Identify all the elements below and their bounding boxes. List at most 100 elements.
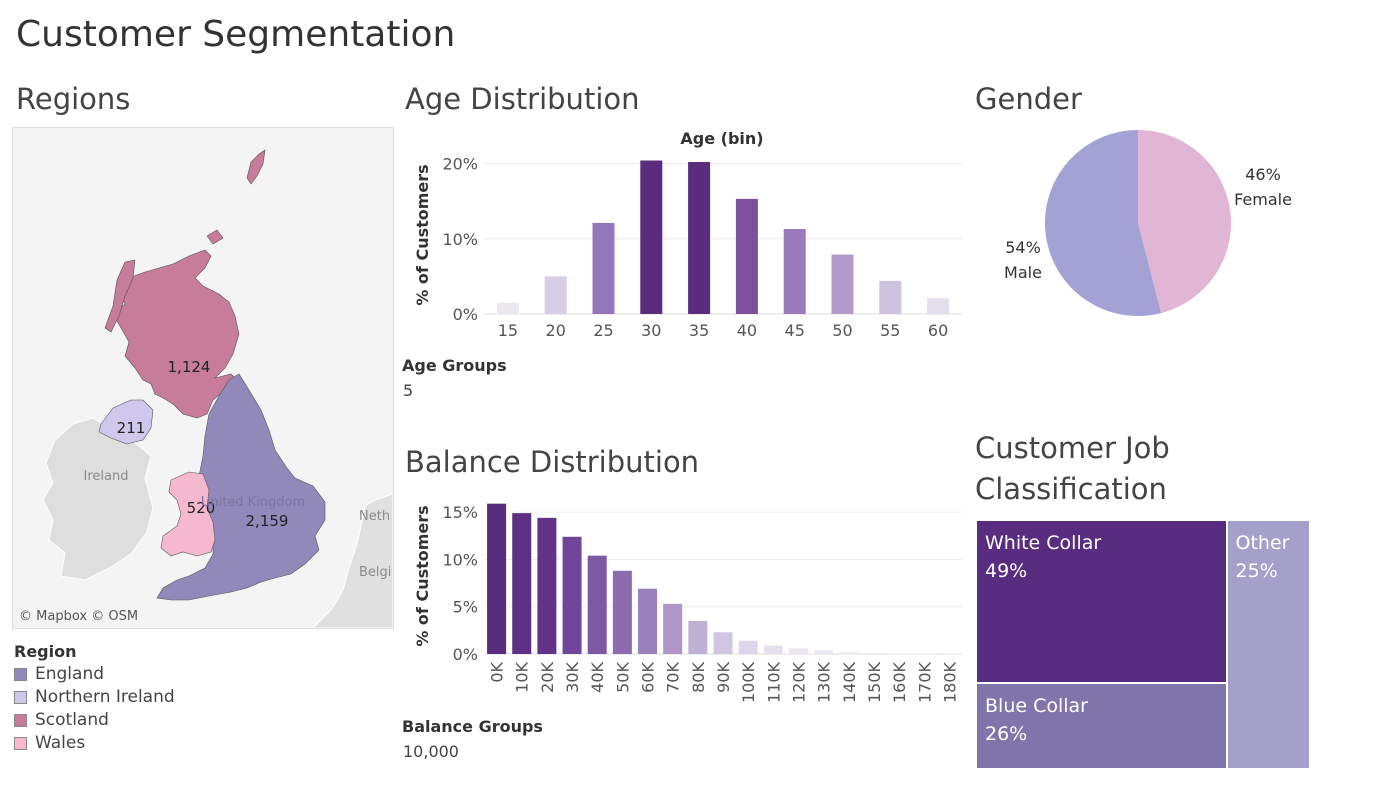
bar <box>663 603 683 654</box>
bar <box>537 517 557 654</box>
label-northern-ireland: 211 <box>117 419 146 437</box>
male-name: Male <box>1004 263 1042 282</box>
bar <box>638 588 658 654</box>
treemap-label: Blue Collar <box>985 694 1088 717</box>
label-england: 2,159 <box>246 512 289 530</box>
scotland-isle-west <box>104 259 136 333</box>
bar <box>788 648 808 654</box>
legend-title: Region <box>14 642 77 661</box>
northern-ireland-shape[interactable] <box>98 399 154 445</box>
male-label: 54% Male <box>990 235 1056 285</box>
x-tick-label: 90K <box>714 662 733 693</box>
wales-shape[interactable] <box>160 471 216 557</box>
balance-title: Balance Distribution <box>405 445 700 479</box>
female-name: Female <box>1234 190 1292 209</box>
y-tick-label: 15% <box>442 503 478 522</box>
label-ireland: Ireland <box>84 469 129 484</box>
x-tick-label: 50K <box>613 662 632 693</box>
bar <box>587 555 607 654</box>
x-tick-label: 0K <box>488 661 507 682</box>
x-tick-label: 170K <box>915 661 934 703</box>
treemap-value: 25% <box>1235 560 1278 582</box>
europe-shape <box>312 493 393 628</box>
y-tick-label: 10% <box>442 550 478 569</box>
region-legend: Region England Northern Ireland Scotland… <box>14 642 175 753</box>
legend-label: England <box>35 664 105 684</box>
legend-item-england[interactable]: England <box>14 664 175 684</box>
bar <box>562 536 582 654</box>
label-netherlands: Neth <box>359 509 390 524</box>
bar <box>612 570 632 654</box>
x-tick-label: 15 <box>498 321 518 340</box>
legend-item-wales[interactable]: Wales <box>14 733 175 753</box>
treemap-label: Other <box>1235 532 1290 554</box>
bar <box>927 298 950 314</box>
map-credit: © Mapbox © OSM <box>19 609 139 624</box>
bar <box>864 653 884 654</box>
x-tick-label: 45 <box>785 321 805 340</box>
balance-chart[interactable]: 0% 5% 10% 15% % of Customers 0K 10K 20K 30K 40K 50… <box>400 490 965 705</box>
bar <box>496 302 519 314</box>
bar <box>688 162 711 314</box>
label-belgium: Belgi <box>359 565 391 580</box>
age-chart[interactable]: Age (bin) 0% 10% 20% % of Customers 15 20 25 30 3… <box>400 125 965 350</box>
legend-item-northern-ireland[interactable]: Northern Ireland <box>14 687 175 707</box>
legend-label: Wales <box>35 733 86 753</box>
x-tick-label: 40K <box>588 662 607 693</box>
legend-swatch <box>14 667 27 681</box>
bar <box>839 652 859 654</box>
age-title: Age Distribution <box>405 82 640 116</box>
label-wales: 520 <box>187 499 216 517</box>
y-tick-label: 10% <box>442 230 478 249</box>
dashboard-title: Customer Segmentation <box>16 14 456 55</box>
x-tick-label: 30 <box>641 321 661 340</box>
bar <box>814 650 834 654</box>
x-tick-label: 120K <box>789 661 808 703</box>
legend-item-scotland[interactable]: Scotland <box>14 710 175 730</box>
balance-param-value[interactable]: 10,000 <box>403 742 459 761</box>
treemap-cell[interactable]: White Collar 49% <box>976 520 1227 683</box>
y-axis-title: % of Customers <box>413 164 432 305</box>
treemap-cell[interactable]: Blue Collar 26% <box>976 682 1227 769</box>
female-label: 46% Female <box>1228 162 1298 212</box>
bar <box>783 228 806 314</box>
treemap-cell[interactable]: Other 25% <box>1226 520 1310 769</box>
bar <box>688 620 708 654</box>
bar <box>879 280 902 314</box>
x-tick-label: 140K <box>840 661 859 703</box>
scotland-isle-orkney <box>206 229 224 245</box>
job-title-line1: Customer Job <box>975 431 1170 465</box>
y-axis-title: % of Customers <box>413 505 432 646</box>
age-param-title: Age Groups <box>402 356 507 375</box>
balance-param-title: Balance Groups <box>402 717 543 736</box>
x-tick-label: 40 <box>737 321 757 340</box>
y-tick-label: 20% <box>442 155 478 174</box>
female-value: 46% <box>1245 165 1281 184</box>
label-scotland: 1,124 <box>168 358 211 376</box>
y-tick-label: 0% <box>453 305 478 324</box>
x-tick-label: 60K <box>639 662 658 693</box>
x-tick-label: 100K <box>739 661 758 703</box>
treemap-label: White Collar <box>985 532 1102 554</box>
scotland-isle-shetland <box>246 149 266 185</box>
x-tick-label: 20 <box>546 321 566 340</box>
x-tick-label: 35 <box>689 321 709 340</box>
pie-slice <box>1138 130 1231 314</box>
age-param-value[interactable]: 5 <box>403 381 414 400</box>
bar <box>544 276 567 314</box>
regions-map[interactable]: 1,124 211 520 2,159 Ireland United Kingd… <box>12 127 394 629</box>
gender-pie[interactable] <box>1040 125 1240 325</box>
pie-slice <box>1045 130 1162 316</box>
treemap-value: 26% <box>985 722 1028 745</box>
bar <box>735 198 758 314</box>
bar <box>713 632 733 654</box>
label-uk: United Kingdom <box>201 495 305 510</box>
legend-label: Northern Ireland <box>35 687 175 707</box>
ireland-shape <box>42 417 154 581</box>
x-tick-label: 180K <box>940 661 959 703</box>
bar <box>640 160 663 314</box>
x-tick-label: 60 <box>928 321 948 340</box>
x-tick-label: 130K <box>815 661 834 703</box>
job-treemap[interactable]: White Collar 49% Other 25% Blue Collar 26% <box>976 520 1310 769</box>
x-tick-label: 30K <box>563 662 582 693</box>
